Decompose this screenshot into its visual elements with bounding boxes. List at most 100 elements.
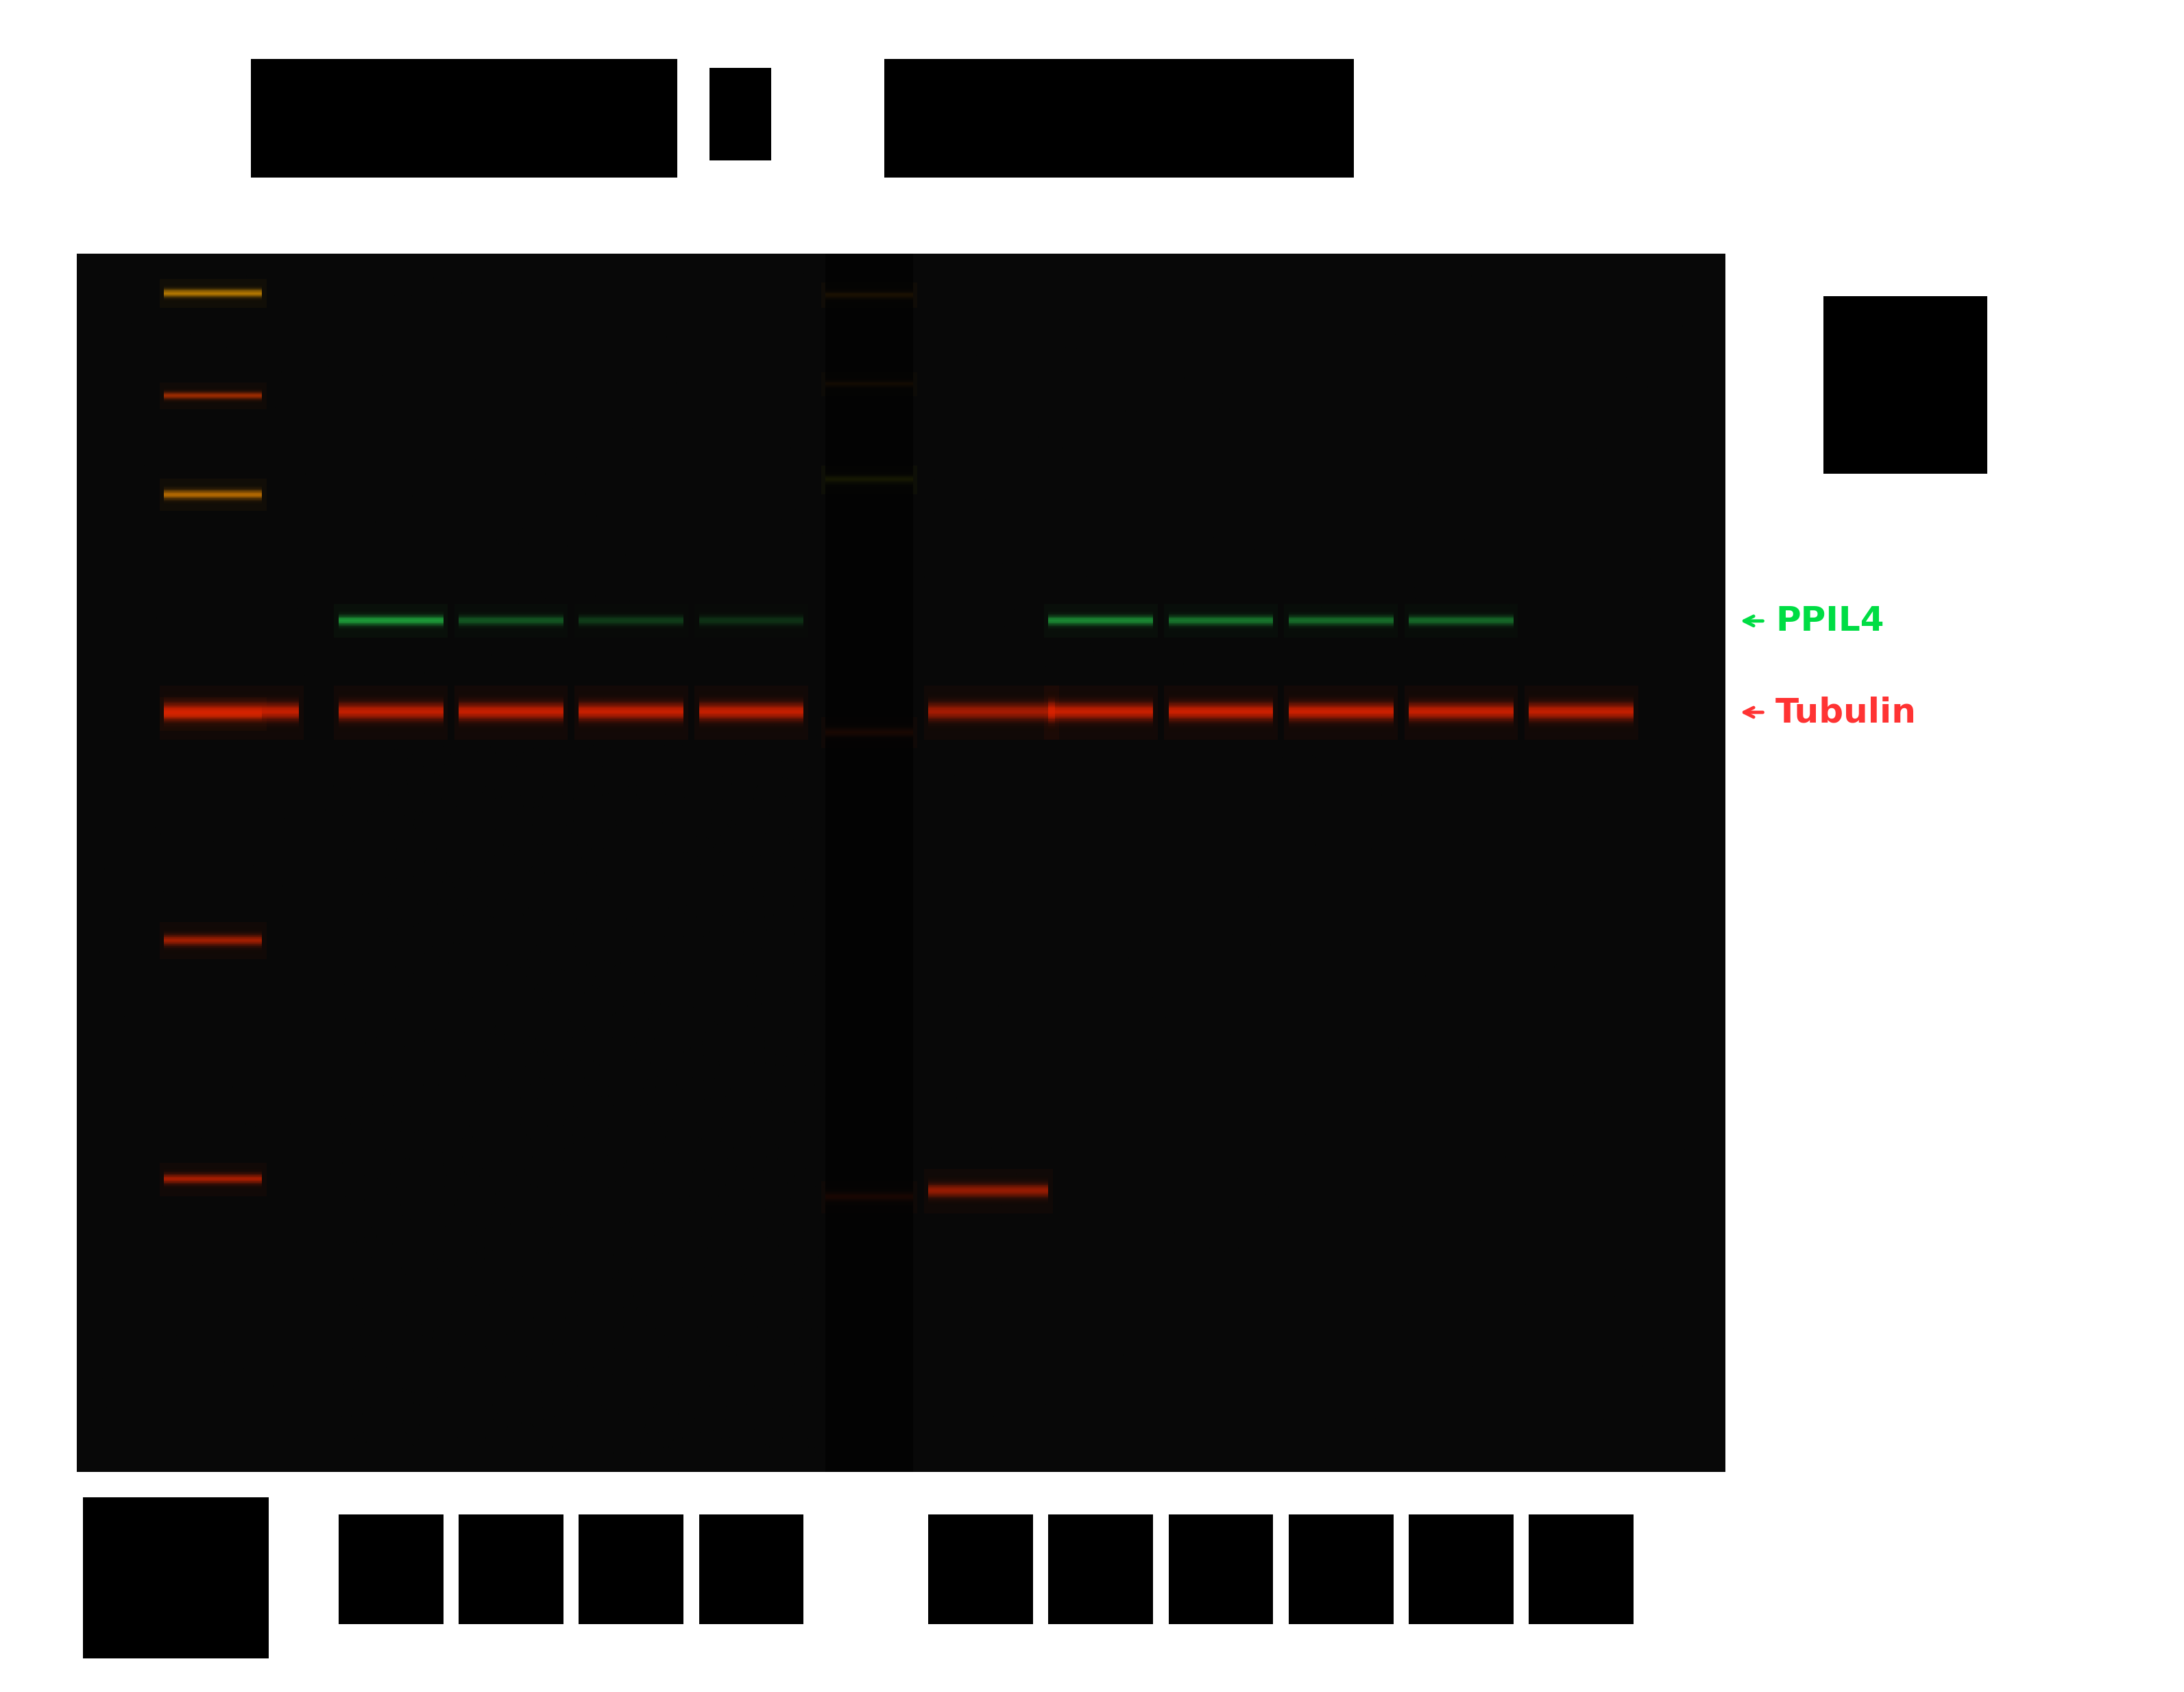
Point (692, 919, 727, 946)
Point (1324, 926, 1358, 953)
Point (710, 1239, 745, 1266)
Point (459, 1360, 494, 1387)
Point (1144, 785, 1179, 812)
Point (363, 1333, 397, 1360)
Point (550, 1051, 585, 1078)
Point (858, 352, 893, 379)
Point (496, 1186, 531, 1213)
Point (550, 739, 585, 766)
Point (245, 416, 280, 443)
Point (404, 1311, 439, 1338)
Point (439, 1252, 474, 1279)
Text: PPIL4: PPIL4 (1776, 604, 1885, 638)
Point (581, 997, 616, 1024)
Point (553, 1367, 587, 1394)
Point (343, 1211, 378, 1239)
Point (446, 986, 480, 1014)
Point (607, 1310, 642, 1337)
Point (413, 1173, 448, 1200)
Point (500, 853, 535, 880)
Point (579, 503, 614, 530)
Point (197, 1250, 232, 1277)
Point (893, 496, 928, 523)
Point (339, 738, 373, 765)
Point (345, 1418, 380, 1445)
Point (804, 1239, 839, 1266)
Point (1579, 435, 1614, 462)
Point (753, 1394, 788, 1421)
Point (1234, 1426, 1269, 1453)
Point (478, 1020, 513, 1047)
Point (583, 875, 618, 902)
Point (1350, 340, 1385, 367)
Point (729, 1391, 764, 1418)
Point (369, 1000, 404, 1027)
Point (522, 699, 557, 726)
Point (389, 1261, 424, 1288)
Point (1278, 1186, 1313, 1213)
Point (1061, 1112, 1096, 1139)
Point (522, 1179, 557, 1206)
Point (773, 973, 808, 1000)
Point (598, 1167, 633, 1195)
Bar (821, 283, 917, 308)
Point (662, 1184, 697, 1211)
Point (1514, 303, 1548, 330)
Point (406, 1027, 441, 1054)
Point (1295, 788, 1330, 816)
Point (729, 744, 764, 772)
Point (505, 1068, 539, 1095)
Point (290, 557, 325, 584)
Point (550, 876, 585, 904)
Bar (1409, 1514, 1514, 1624)
Point (778, 1250, 812, 1277)
Point (721, 829, 756, 856)
Point (1192, 1233, 1227, 1261)
Point (400, 1288, 435, 1315)
Point (487, 1276, 522, 1303)
Point (622, 824, 657, 851)
Point (393, 281, 428, 308)
Point (736, 1283, 771, 1310)
Point (539, 1289, 574, 1316)
Point (389, 985, 424, 1012)
Point (332, 1010, 367, 1037)
Point (452, 831, 487, 858)
Bar (1524, 685, 1638, 739)
Point (345, 880, 380, 907)
Point (778, 1267, 812, 1294)
Point (583, 1345, 618, 1372)
Point (502, 838, 537, 865)
Point (511, 858, 546, 885)
Point (544, 1386, 579, 1413)
Point (760, 868, 795, 895)
Point (1400, 1139, 1435, 1166)
Point (210, 1357, 245, 1384)
Point (629, 958, 664, 985)
Point (1029, 1391, 1064, 1418)
Point (1168, 1352, 1203, 1379)
Point (391, 1377, 426, 1404)
Point (747, 1430, 782, 1457)
Point (548, 1188, 583, 1215)
Point (723, 1357, 758, 1384)
Point (924, 846, 959, 873)
Point (439, 1173, 474, 1200)
Point (1247, 1181, 1282, 1208)
Point (378, 846, 413, 873)
Bar (821, 717, 917, 748)
Point (675, 993, 710, 1020)
Point (452, 856, 487, 883)
Point (461, 1091, 496, 1118)
Point (1350, 660, 1385, 687)
Point (1509, 1279, 1544, 1306)
Point (341, 1184, 376, 1211)
Point (352, 1418, 387, 1445)
Point (653, 1044, 688, 1071)
Point (633, 1049, 668, 1076)
Point (614, 415, 649, 442)
Point (756, 711, 791, 738)
Point (1214, 920, 1249, 948)
Point (782, 1210, 817, 1237)
Point (1153, 739, 1188, 766)
